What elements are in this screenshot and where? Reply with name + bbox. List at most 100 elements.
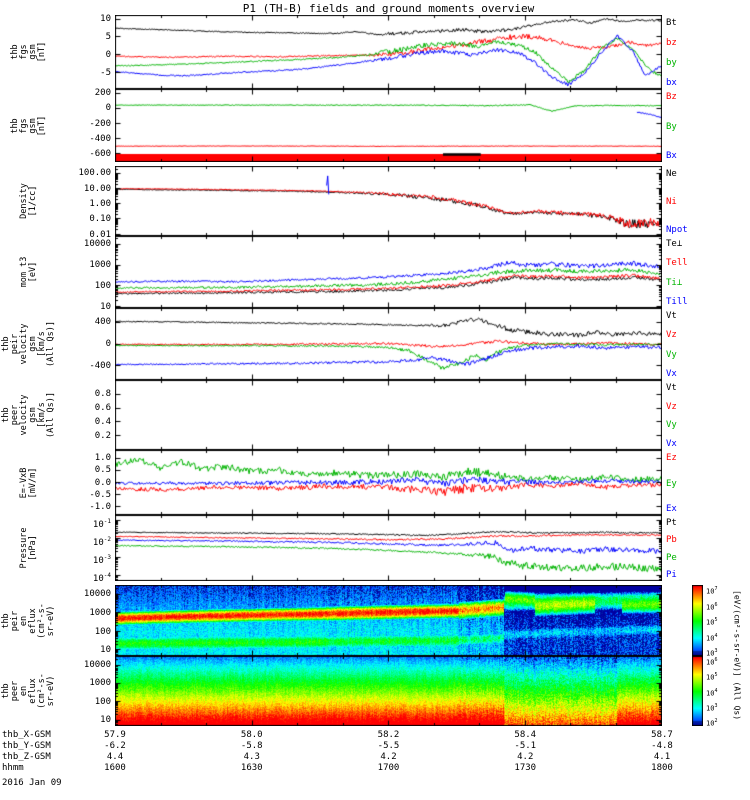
- peer-velocity-ylabel-text: thb peer velocity gsm [km/s (All Qs)]: [1, 391, 56, 439]
- peer-en-eflux-ylabel: thb peer en eflux (cm²-s-sr-eV): [1, 656, 56, 726]
- fgs-gsm-b-ytick-3: -400: [89, 133, 111, 144]
- peer-velocity-ylabel-line: (All Qs)]: [46, 391, 56, 439]
- xaxis-value-hhmm-0: 1600: [104, 763, 126, 773]
- peir-velocity-ylabel: thb peir velocity gsm [km/s (All Qs)]: [1, 308, 56, 380]
- panel-fgs-gsm-a: [115, 15, 662, 89]
- peer-en-eflux-ytick-0: 10000: [83, 659, 111, 670]
- peir-en-eflux-ylabel-text: thb peir en eflux (cm²-s-sr-eV): [1, 603, 56, 639]
- fgs-gsm-a-ytick-0: 10: [100, 13, 111, 24]
- e-vxb-ytick-1: 0.5: [94, 465, 111, 476]
- mom-t3-ytick-0: 10000: [83, 239, 111, 250]
- peer-velocity-series-label-Vx: Vx: [666, 439, 677, 449]
- mom-t3-ylabel-line: [eV]: [28, 261, 38, 283]
- fgs-gsm-a-ylabel-line: [nT]: [37, 41, 47, 63]
- exponent: -4: [103, 572, 111, 580]
- fgs-gsm-a-series-label-Bt: Bt: [666, 18, 677, 28]
- peer-velocity-series-label-Vt: Vt: [666, 383, 677, 393]
- fgs-gsm-b-plot-canvas: [115, 89, 662, 162]
- xaxis-value-thb_Z-GSM-4: 4.1: [653, 752, 671, 762]
- peir-velocity-ytick-2: -400: [89, 361, 111, 372]
- exponent: -3: [103, 554, 111, 562]
- peer-en-eflux-ytick-1: 1000: [89, 678, 111, 689]
- peir-en-eflux-plot-canvas: [115, 585, 662, 656]
- peir-velocity-ytick-0: 400: [94, 316, 111, 327]
- peer-en-eflux-colorbar-tick-4: 102: [706, 718, 718, 728]
- fgs-gsm-a-plot-canvas: [115, 15, 662, 89]
- peir-velocity-plot-canvas: [115, 308, 662, 380]
- density-ylabel-line: [1/cc]: [28, 185, 38, 217]
- figure-title: P1 (TH-B) fields and ground moments over…: [242, 2, 535, 15]
- density-ytick-3: 0.10: [89, 214, 111, 225]
- pressure-ylabel-text: Pressure [nPa]: [19, 528, 38, 569]
- xaxis-value-thb_Z-GSM-0: 4.4: [106, 752, 124, 762]
- fgs-gsm-b-ytick-2: -200: [89, 118, 111, 129]
- peir-velocity-ytick-1: 0: [105, 339, 111, 349]
- pressure-series-label-Pi: Pi: [666, 570, 677, 580]
- e-vxb-plot-canvas: [115, 450, 662, 515]
- fgs-gsm-b-ylabel-line: [nT]: [37, 115, 47, 136]
- mom-t3-ytick-2: 100: [94, 281, 111, 292]
- mom-t3-series-label-Tell: Tell: [666, 258, 688, 269]
- spectrogram-z-axis-label-text: [eV/(cm²-s-sr-eV)] (All Qs): [732, 590, 742, 721]
- pressure-series-label-Pt: Pt: [666, 518, 677, 528]
- xaxis-value-hhmm-1: 1630: [240, 763, 263, 773]
- peir-en-eflux-colorbar-tick-0: 107: [706, 586, 718, 596]
- panel-peer-velocity: [115, 380, 662, 450]
- peir-en-eflux-colorbar-tick-3: 104: [706, 632, 718, 642]
- pressure-ytick-1: 10-2: [92, 535, 111, 548]
- e-vxb-ylabel-text: E=-VxB [mV/m]: [19, 467, 38, 498]
- peir-en-eflux-ytick-1: 1000: [89, 607, 111, 618]
- exponent: 4: [714, 687, 718, 694]
- fgs-gsm-b-ylabel-text: thb fgs gsm [nT]: [10, 115, 47, 136]
- xaxis-value-thb_Y-GSM-0: -6.2: [104, 741, 126, 751]
- peir-velocity-series-label-Vx: Vx: [666, 369, 677, 379]
- pressure-ytick-3: 10-4: [92, 572, 111, 585]
- peer-en-eflux-ytick-3: 10: [100, 715, 111, 726]
- mom-t3-ytick-1: 1000: [89, 260, 111, 271]
- xaxis-value-thb_Z-GSM-2: 4.2: [380, 752, 397, 762]
- fgs-gsm-a-ytick-3: -5: [100, 67, 111, 78]
- peer-velocity-plot-canvas: [115, 380, 662, 450]
- xaxis-value-thb_Y-GSM-1: -5.8: [240, 741, 263, 751]
- fgs-gsm-a-ylabel-text: thb fgs gsm [nT]: [10, 41, 47, 63]
- xaxis-value-hhmm-4: 1800: [651, 763, 673, 773]
- panel-mom-t3: [115, 236, 662, 308]
- mom-t3-series-label-Te⊥: Te⊥: [666, 239, 683, 249]
- fgs-gsm-b-ytick-0: 200: [94, 87, 111, 98]
- peir-en-eflux-ylabel: thb peir en eflux (cm²-s-sr-eV): [1, 585, 56, 656]
- fgs-gsm-b-series-label-Bx: Bx: [666, 151, 677, 161]
- exponent: 3: [714, 702, 718, 709]
- panel-e-vxb: [115, 450, 662, 515]
- density-ylabel-text: Density [1/cc]: [19, 183, 38, 219]
- xaxis-value-thb_X-GSM-2: 58.2: [377, 730, 400, 740]
- mom-t3-ylabel: mom t3 [eV]: [2, 236, 56, 308]
- peir-en-eflux-colorbar-tick-4: 103: [706, 648, 718, 658]
- fgs-gsm-a-ylabel: thb fgs gsm [nT]: [2, 15, 56, 89]
- exponent: -2: [103, 535, 111, 543]
- exponent: 6: [714, 657, 718, 663]
- xaxis-value-hhmm-2: 1700: [377, 763, 400, 773]
- pressure-ylabel: Pressure [nPa]: [2, 515, 56, 581]
- fgs-gsm-a-ytick-1: 5: [105, 31, 111, 42]
- exponent: 5: [714, 672, 718, 679]
- density-series-label-Npot: Npot: [666, 225, 688, 235]
- xaxis-value-thb_Y-GSM-4: -4.8: [651, 741, 673, 751]
- xaxis-row-label-thb_X-GSM: thb_X-GSM: [2, 730, 51, 740]
- peir-en-eflux-colorbar: [692, 585, 703, 656]
- peer-en-eflux-colorbar: [692, 656, 703, 726]
- peer-velocity-ytick-1: 0.6: [94, 403, 111, 413]
- exponent: 6: [714, 601, 718, 608]
- xaxis-value-thb_X-GSM-4: 58.7: [651, 730, 673, 740]
- exponent: -1: [103, 517, 111, 525]
- density-series-label-Ne: Ne: [666, 169, 677, 179]
- fgs-gsm-a-series-label-by: by: [666, 58, 677, 68]
- peer-velocity-ylabel: thb peer velocity gsm [km/s (All Qs)]: [1, 380, 56, 450]
- peir-velocity-series-label-Vt: Vt: [666, 311, 677, 321]
- peer-velocity-ytick-0: 0.8: [94, 389, 111, 399]
- exponent: 5: [714, 617, 718, 623]
- pressure-ytick-2: 10-3: [92, 554, 111, 567]
- panel-fgs-gsm-b: [115, 89, 662, 162]
- panel-peir-velocity: [115, 308, 662, 380]
- density-series-label-Ni: Ni: [666, 197, 677, 207]
